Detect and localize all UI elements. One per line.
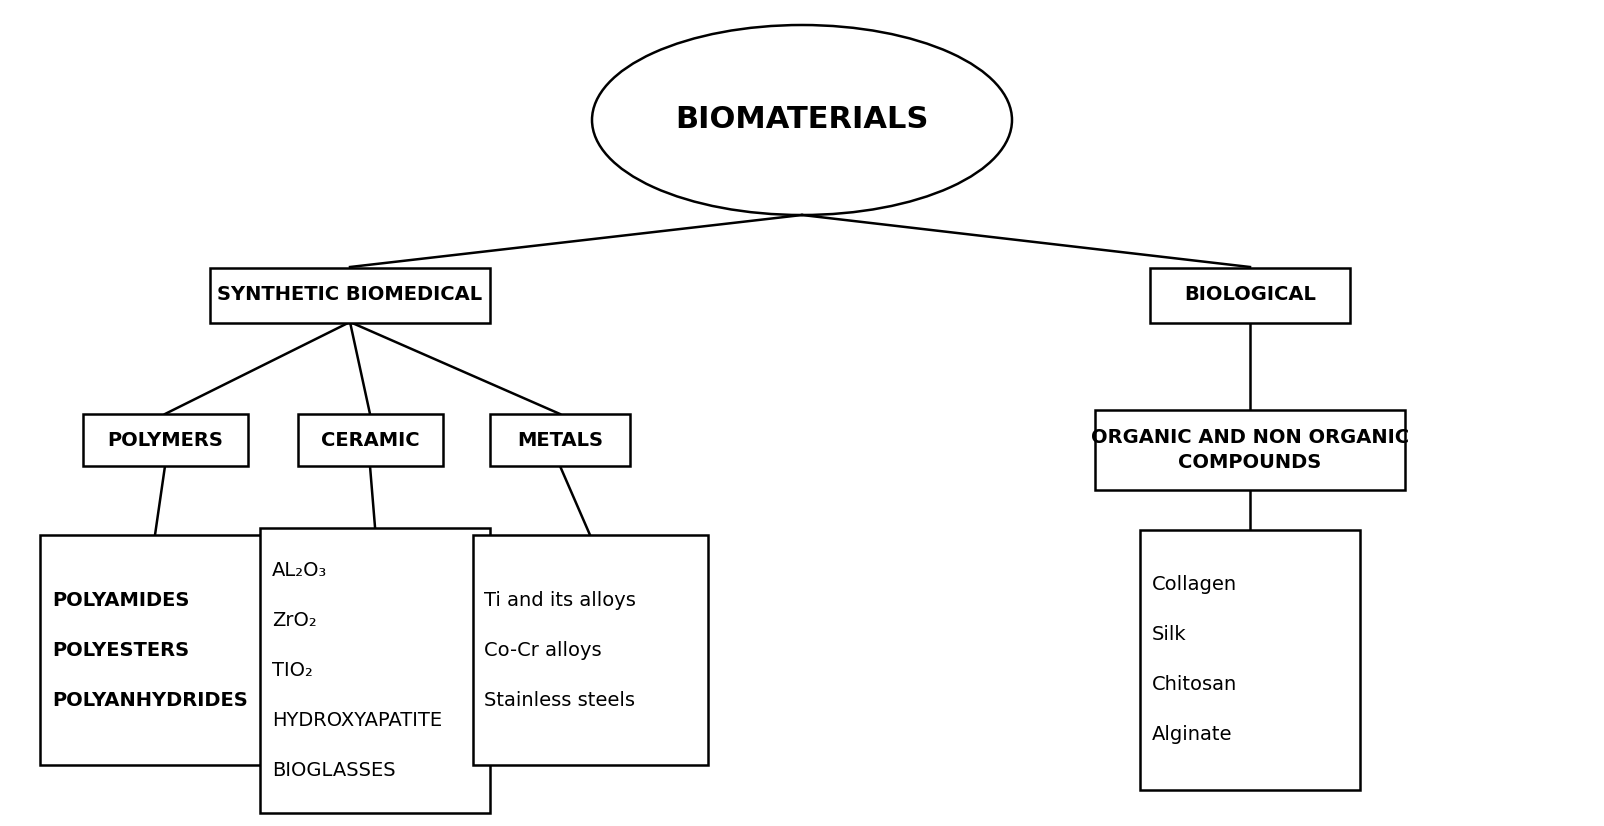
Text: CERAMIC: CERAMIC <box>321 430 419 449</box>
Text: SYNTHETIC BIOMEDICAL: SYNTHETIC BIOMEDICAL <box>218 286 483 305</box>
Bar <box>1140 530 1360 790</box>
Bar <box>473 535 707 765</box>
Bar <box>210 268 489 322</box>
Bar <box>82 414 247 466</box>
Text: BIOLOGICAL: BIOLOGICAL <box>1184 286 1315 305</box>
Bar <box>297 414 443 466</box>
Bar <box>260 528 489 813</box>
Text: AL₂O₃

ZrO₂

TIO₂

HYDROXYAPATITE

BIOGLASSES: AL₂O₃ ZrO₂ TIO₂ HYDROXYAPATITE BIOGLASSE… <box>273 561 443 780</box>
Text: POLYAMIDES

POLYESTERS

POLYANHYDRIDES: POLYAMIDES POLYESTERS POLYANHYDRIDES <box>51 591 247 710</box>
Bar <box>1096 410 1405 490</box>
Text: METALS: METALS <box>516 430 603 449</box>
Text: ORGANIC AND NON ORGANIC
COMPOUNDS: ORGANIC AND NON ORGANIC COMPOUNDS <box>1091 428 1408 472</box>
Text: Ti and its alloys

Co-Cr alloys

Stainless steels: Ti and its alloys Co-Cr alloys Stainless… <box>484 591 637 710</box>
Text: BIOMATERIALS: BIOMATERIALS <box>675 106 929 135</box>
Bar <box>1150 268 1351 322</box>
Bar <box>489 414 630 466</box>
Text: POLYMERS: POLYMERS <box>107 430 223 449</box>
Bar <box>40 535 269 765</box>
Text: Collagen

Silk

Chitosan

Alginate: Collagen Silk Chitosan Alginate <box>1152 576 1237 744</box>
